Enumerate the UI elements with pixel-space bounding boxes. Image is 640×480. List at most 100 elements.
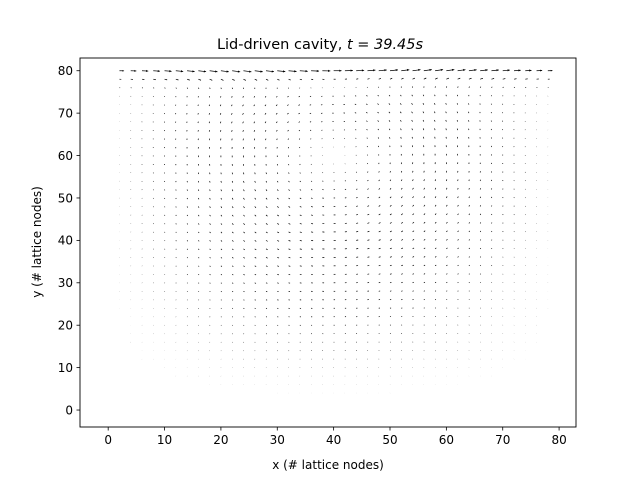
quiver-arrow: [412, 187, 414, 190]
y-tick-label: 10: [58, 361, 73, 375]
quiver-arrow: [400, 187, 403, 190]
quiver-arrow: [513, 86, 516, 88]
quiver-arrowhead: [282, 70, 286, 73]
quiver-arrow: [309, 112, 312, 115]
quiver-arrow: [401, 273, 403, 275]
quiver-arrow: [198, 265, 200, 267]
quiver-arrow: [412, 179, 414, 182]
quiver-arrow: [434, 247, 437, 250]
quiver-arrow: [389, 264, 392, 267]
quiver-arrow: [198, 248, 200, 250]
y-tick-label: 50: [58, 191, 73, 205]
quiver-arrow: [434, 256, 437, 258]
quiver-arrow: [220, 206, 223, 209]
quiver-arrow: [309, 104, 312, 106]
quiver-arrow: [254, 257, 257, 259]
quiver-arrowhead: [134, 69, 137, 72]
quiver-arrowhead: [226, 70, 229, 73]
quiver-arrowhead: [504, 78, 506, 80]
quiver-arrowhead: [260, 70, 263, 73]
quiver-arrow: [265, 282, 268, 284]
quiver-arrow: [243, 189, 245, 192]
quiver-arrow: [468, 196, 470, 199]
quiver-arrow: [355, 137, 357, 139]
quiver-arrow: [446, 256, 448, 258]
quiver-arrow: [468, 230, 470, 233]
quiver-arrow: [468, 86, 470, 88]
quiver-arrow: [411, 103, 413, 105]
quiver-arrow: [310, 206, 313, 208]
quiver-arrow: [422, 119, 425, 122]
quiver-arrow: [468, 273, 470, 275]
quiver-arrow: [254, 231, 257, 234]
quiver-arrow: [479, 86, 482, 88]
quiver-arrow: [401, 196, 403, 199]
quiver-arrow: [310, 138, 312, 140]
quiver-arrow: [288, 265, 291, 267]
quiver-arrow: [412, 264, 415, 267]
quiver-arrow: [264, 112, 267, 115]
quiver-arrow: [310, 197, 313, 199]
y-tick-label: 0: [65, 403, 73, 417]
quiver-arrow: [175, 240, 177, 242]
quiver-arrow: [275, 121, 278, 124]
quiver-arrow: [412, 256, 415, 258]
quiver-arrow: [457, 204, 459, 207]
quiver-arrow: [243, 180, 245, 183]
quiver-arrow: [401, 230, 404, 233]
quiver-arrow: [243, 265, 245, 267]
quiver-arrow: [434, 196, 437, 199]
quiver-arrow: [401, 264, 403, 267]
quiver-arrowhead: [215, 70, 218, 73]
quiver-arrow: [446, 187, 448, 190]
quiver-arrow: [401, 239, 404, 241]
y-axis-ticks: 0 10 20 30 40 50 60 70 80: [58, 64, 80, 417]
quiver-arrow: [265, 257, 268, 259]
quiver-arrow: [254, 248, 257, 251]
quiver-arrow: [264, 95, 267, 98]
quiver-arrow: [502, 86, 504, 88]
quiver-arrow: [276, 95, 278, 98]
quiver-arrowhead: [515, 78, 517, 80]
quiver-arrow: [220, 223, 223, 225]
quiver-arrow: [298, 138, 301, 140]
quiver-arrow: [378, 256, 381, 258]
quiver-arrow: [265, 197, 268, 200]
quiver-arrow: [389, 239, 392, 241]
y-axis-label: y (# lattice nodes): [30, 186, 44, 298]
quiver-arrowhead: [188, 79, 190, 81]
quiver-arrow: [254, 265, 257, 267]
quiver-arrow: [198, 197, 200, 200]
quiver-arrowhead: [402, 78, 404, 79]
quiver-arrow: [254, 282, 257, 284]
quiver-arrow: [468, 239, 470, 241]
x-tick-label: 20: [213, 433, 228, 447]
x-tick-label: 50: [382, 433, 397, 447]
quiver-arrow: [388, 103, 391, 105]
quiver-arrowhead: [328, 69, 331, 72]
quiver-arrowhead: [334, 248, 336, 250]
quiver-arrow: [367, 179, 369, 182]
quiver-arrowhead: [357, 78, 359, 80]
quiver-arrowhead: [180, 70, 184, 73]
quiver-arrow: [446, 239, 448, 241]
quiver-arrow: [457, 230, 459, 233]
quiver-arrow: [423, 290, 426, 292]
quiver-arrow: [378, 171, 380, 173]
quiver-arrow: [186, 265, 188, 267]
quiver-arrow: [232, 290, 234, 293]
quiver-arrow: [354, 103, 357, 105]
quiver-arrow: [198, 231, 200, 234]
quiver-arrow: [378, 247, 381, 250]
quiver-arrow: [243, 197, 245, 200]
quiver-arrow: [287, 138, 289, 140]
quiver-arrow: [389, 137, 391, 139]
quiver-arrow: [457, 196, 459, 199]
quiver-arrow: [153, 87, 155, 89]
quiver-arrow: [287, 112, 289, 115]
quiver-arrow: [388, 128, 391, 131]
quiver-arrow: [265, 206, 268, 209]
quiver-arrow: [253, 112, 256, 115]
quiver-arrow: [456, 119, 458, 122]
quiver-arrow: [175, 231, 177, 233]
